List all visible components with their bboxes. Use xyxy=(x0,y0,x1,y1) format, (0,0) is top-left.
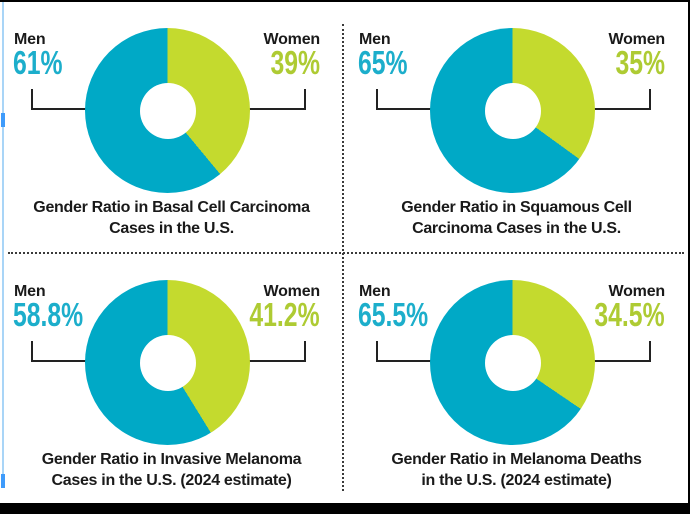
women-label: Women xyxy=(263,31,321,48)
women-label: Women xyxy=(608,283,666,300)
frame-border-top xyxy=(0,0,690,2)
women-leader-line xyxy=(247,341,306,362)
women-leader-line xyxy=(247,89,306,110)
chart-invasive-melanoma: Men 58.8% Women 41.2% Gender Ratio in In… xyxy=(0,254,343,505)
men-label: Men xyxy=(359,31,391,48)
donut-chart xyxy=(430,280,595,445)
men-label: Men xyxy=(14,283,46,300)
chart-title: Gender Ratio in Squamous Cell Carcinoma … xyxy=(345,197,688,239)
left-edge-marker xyxy=(1,474,5,488)
left-edge-marker xyxy=(1,113,5,127)
men-leader-line xyxy=(376,89,435,110)
men-label: Men xyxy=(14,31,46,48)
chart-title-line2: Carcinoma Cases in the U.S. xyxy=(412,220,621,237)
men-value: 65.5% xyxy=(358,296,429,333)
women-value: 35% xyxy=(615,44,665,81)
men-leader-line xyxy=(31,341,90,362)
frame-border-bottom xyxy=(0,503,690,514)
men-leader-line xyxy=(31,89,90,110)
frame-border-right xyxy=(688,0,690,514)
women-label: Women xyxy=(608,31,666,48)
chart-basal-cell-carcinoma: Men 61% Women 39% Gender Ratio in Basal … xyxy=(0,2,343,253)
chart-title-line1: Gender Ratio in Invasive Melanoma xyxy=(41,451,302,468)
chart-title-line2: Cases in the U.S. (2024 estimate) xyxy=(51,472,292,489)
chart-title: Gender Ratio in Invasive Melanoma Cases … xyxy=(0,449,343,491)
men-value: 58.8% xyxy=(13,296,84,333)
donut-hole xyxy=(139,82,196,139)
chart-title-line1: Gender Ratio in Squamous Cell xyxy=(401,199,632,216)
chart-title-line2: in the U.S. (2024 estimate) xyxy=(421,472,612,489)
men-value: 65% xyxy=(358,44,408,81)
women-value: 34.5% xyxy=(594,296,665,333)
chart-title-line1: Gender Ratio in Melanoma Deaths xyxy=(391,451,642,468)
chart-melanoma-deaths: Men 65.5% Women 34.5% Gender Ratio in Me… xyxy=(345,254,688,505)
women-leader-line xyxy=(592,341,651,362)
divider-horizontal-dotted xyxy=(8,252,684,254)
donut-chart xyxy=(85,28,250,193)
left-edge-line xyxy=(2,0,4,488)
men-value: 61% xyxy=(13,44,63,81)
donut-hole xyxy=(484,82,541,139)
chart-squamous-cell-carcinoma: Men 65% Women 35% Gender Ratio in Squamo… xyxy=(345,2,688,253)
donut-hole xyxy=(484,334,541,391)
men-leader-line xyxy=(376,341,435,362)
chart-title-line1: Gender Ratio in Basal Cell Carcinoma xyxy=(33,199,310,216)
divider-vertical-dotted xyxy=(342,24,344,491)
donut-hole xyxy=(139,334,196,391)
chart-title: Gender Ratio in Melanoma Deaths in the U… xyxy=(345,449,688,491)
women-value: 41.2% xyxy=(249,296,320,333)
donut-chart xyxy=(85,280,250,445)
men-label: Men xyxy=(359,283,391,300)
chart-title-line2: Cases in the U.S. xyxy=(109,220,234,237)
donut-chart xyxy=(430,28,595,193)
women-label: Women xyxy=(263,283,321,300)
chart-title: Gender Ratio in Basal Cell Carcinoma Cas… xyxy=(0,197,343,239)
women-leader-line xyxy=(592,89,651,110)
women-value: 39% xyxy=(270,44,320,81)
